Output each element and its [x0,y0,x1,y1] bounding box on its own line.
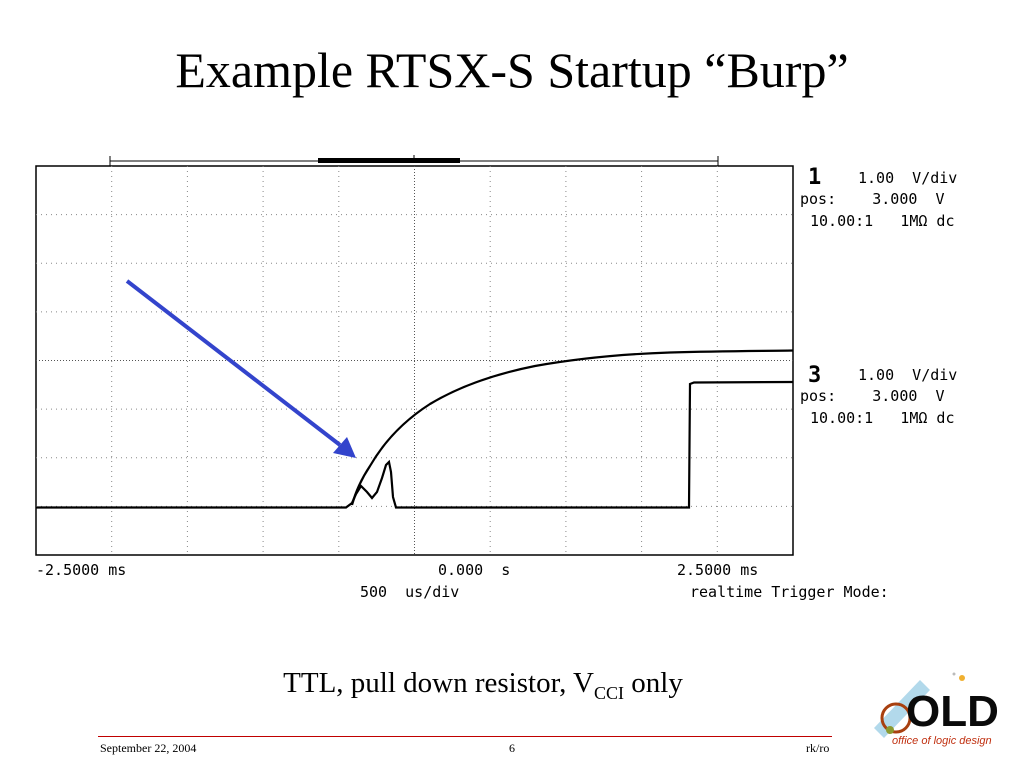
office-of-logic-design-logo: OLD office of logic design [874,672,999,747]
caption-tail: only [624,667,683,699]
channel-3-scale: 1.00 V/div [858,366,957,384]
footer-page-number: 6 [509,741,515,755]
slide-title: Example RTSX-S Startup “Burp” [175,42,849,98]
logo-wordmark: OLD [906,687,999,736]
channel-1-coupling: 10.00:1 1MΩ dc [810,212,955,230]
graticule-center-axes [36,166,793,555]
caption-main: TTL, pull down resistor, V [283,667,594,699]
channel-1-position: pos: 3.000 V [800,190,945,208]
time-left-label: -2.5000 ms [36,561,126,579]
timebase-label: 500 us/div [360,583,459,601]
logo-tagline: office of logic design [892,735,992,747]
channel-1-number: 1 [808,165,821,190]
footer-date: September 22, 2004 [100,741,197,755]
footer-author: rk/ro [806,741,830,755]
trigger-mode-label: realtime Trigger Mode: [690,583,889,601]
burp-arrow [125,279,356,458]
channel-1-trace [350,349,794,506]
channel-3-position: pos: 3.000 V [800,387,945,405]
channel-3-coupling: 10.00:1 1MΩ dc [810,409,955,427]
channel-1-scale: 1.00 V/div [858,169,957,187]
time-center-label: 0.000 s [438,561,510,579]
channel-3-number: 3 [808,363,821,388]
time-right-label: 2.5000 ms [677,561,758,579]
caption-subscript: CCI [594,682,625,703]
footer-rule [98,736,832,737]
slide-caption: TTL, pull down resistor, VCCI only [0,667,966,704]
time-window-bar [109,155,719,166]
